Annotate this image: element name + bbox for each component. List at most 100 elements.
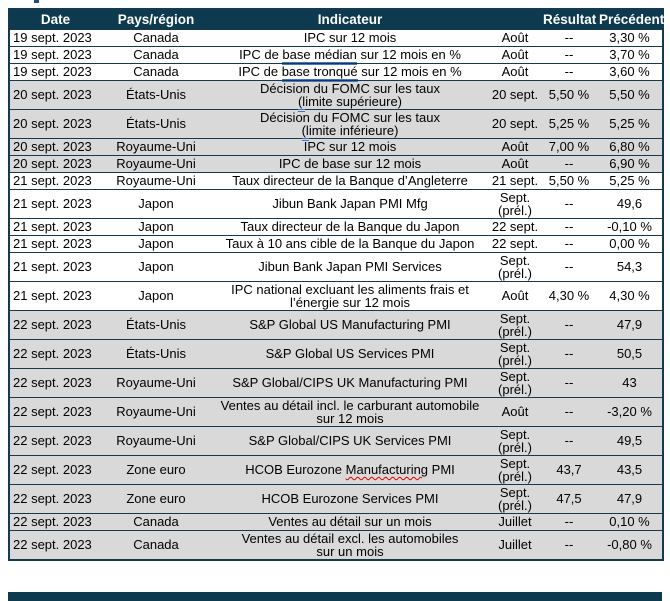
country-cell: États-Unis [101, 309, 211, 340]
column-header-result: Résultat [541, 9, 597, 30]
country-cell: Japon [101, 217, 211, 236]
date-cell: 22 sept. 2023 [9, 309, 101, 340]
date-cell: 21 sept. 2023 [9, 251, 101, 282]
result-cell: -- [541, 188, 597, 219]
column-header-country: Pays/région [101, 9, 211, 30]
date-cell: 19 sept. 2023 [9, 45, 101, 64]
result-cell: -- [541, 367, 597, 398]
country-cell: États-Unis [101, 79, 211, 110]
period-cell: Août [489, 45, 541, 64]
grammar-underline-text: base médian [282, 47, 357, 65]
previous-cell: 3,30 % [597, 28, 663, 47]
grammar-underline-text: (l [297, 93, 306, 112]
period-cell: Juillet [489, 512, 541, 531]
period-cell: 20 sept. [489, 79, 541, 110]
indicator-cell: Taux directeur de la Banque d’Angleterre [211, 171, 489, 190]
previous-cell: 6,80 % [597, 137, 663, 156]
country-cell: États-Unis [101, 338, 211, 369]
indicator-cell: IPC sur 12 mois [211, 28, 489, 47]
period-cell: Août [489, 154, 541, 173]
country-cell: Japon [101, 251, 211, 282]
table-row: 20 sept. 2023 États-Unis Décision du FOMC … [9, 108, 663, 141]
result-cell: -- [541, 251, 597, 282]
date-cell: 20 sept. 2023 [9, 79, 101, 110]
previous-cell: 54,3 [597, 251, 663, 282]
previous-cell: 5,50 % [597, 79, 663, 110]
indicator-cell: S&P Global/CIPS UK Manufacturing PMI [211, 367, 489, 398]
indicator-cell: Décision du FOMC sur les taux (limite sup… [211, 79, 489, 112]
date-cell: 21 sept. 2023 [9, 188, 101, 219]
table-row: 22 sept. 2023 Royaume-Uni Ventes au détail… [9, 396, 663, 427]
country-cell: Canada [101, 28, 211, 47]
country-cell: Zone euro [101, 454, 211, 485]
table-row: 19 sept. 2023 Canada IPC sur 12 mois Août --… [9, 28, 663, 47]
country-cell: Japon [101, 280, 211, 311]
indicator-cell: Taux directeur de la Banque du Japon [211, 217, 489, 236]
column-header-previous: Précédent [597, 9, 664, 30]
column-header-indicator: Indicateur [211, 9, 489, 30]
country-cell: Royaume-Uni [101, 367, 211, 398]
indicator-cell: S&P Global US Manufacturing PMI [211, 309, 489, 340]
result-cell: 5,50 % [541, 79, 597, 110]
indicator-cell: IPC sur 12 mois [211, 137, 489, 156]
indicator-cell: IPC national excluant les aliments frais… [211, 280, 489, 311]
table-row: 22 sept. 2023 États-Unis S&P Global US Ser… [9, 338, 663, 369]
result-cell: -- [541, 45, 597, 64]
table-row: 19 sept. 2023 Canada IPC de base tronqué s… [9, 62, 663, 82]
date-cell: 19 sept. 2023 [9, 28, 101, 47]
result-cell: -- [541, 217, 597, 236]
period-cell: 21 sept. [489, 171, 541, 190]
table-row: 20 sept. 2023 Royaume-Uni IPC sur 12 mois A… [9, 137, 663, 156]
result-cell: -- [541, 396, 597, 427]
table-row: 22 sept. 2023 Canada Ventes au détail excl… [9, 529, 663, 560]
period-cell: Août [489, 28, 541, 47]
previous-cell: 3,70 % [597, 45, 663, 64]
previous-cell: 6,90 % [597, 154, 663, 173]
date-cell: 22 sept. 2023 [9, 338, 101, 369]
indicator-cell: HCOB Eurozone Services PMI [211, 483, 489, 514]
date-cell: 21 sept. 2023 [9, 280, 101, 311]
grammar-underline-text: (l [301, 122, 309, 141]
result-cell: -- [541, 512, 597, 531]
column-header-period [489, 9, 541, 30]
previous-cell: 49,5 [597, 425, 663, 456]
country-cell: Japon [101, 188, 211, 219]
result-cell: 4,30 % [541, 280, 597, 311]
period-cell: Sept. (prél.) [489, 367, 541, 398]
table-footer-bar [8, 592, 662, 601]
country-cell: Royaume-Uni [101, 137, 211, 156]
previous-cell: 43 [597, 367, 663, 398]
date-cell: 22 sept. 2023 [9, 529, 101, 560]
date-cell: 21 sept. 2023 [9, 217, 101, 236]
indicator-cell: HCOB Eurozone Manufacturing PMI [211, 454, 489, 485]
result-cell: -- [541, 309, 597, 340]
clipped-text-fragment [34, 0, 39, 3]
result-cell: 7,00 % [541, 137, 597, 156]
period-cell: Sept. (prél.) [489, 338, 541, 369]
period-cell: 22 sept. [489, 234, 541, 253]
previous-cell: 47,9 [597, 309, 663, 340]
country-cell: États-Unis [101, 108, 211, 139]
result-cell: 43,7 [541, 454, 597, 485]
result-cell: -- [541, 338, 597, 369]
table-row: 21 sept. 2023 Japon Jibun Bank Japan PMI S… [9, 251, 663, 282]
indicator-cell: Taux à 10 ans cible de la Banque du Japo… [211, 234, 489, 253]
indicator-cell: Jibun Bank Japan PMI Services [211, 251, 489, 282]
result-cell: 47,5 [541, 483, 597, 514]
previous-cell: 0,10 % [597, 512, 663, 531]
date-cell: 22 sept. 2023 [9, 367, 101, 398]
country-cell: Canada [101, 45, 211, 64]
country-cell: Canada [101, 512, 211, 531]
previous-cell: 47,9 [597, 483, 663, 514]
indicator-cell: IPC de base tronqué sur 12 mois en % [211, 62, 489, 82]
table-row: 22 sept. 2023 Royaume-Uni S&P Global/CIPS … [9, 425, 663, 456]
result-cell: -- [541, 62, 597, 81]
economic-calendar-table: Date Pays/région Indicateur Résultat Pré… [8, 8, 664, 561]
date-cell: 21 sept. 2023 [9, 171, 101, 190]
previous-cell: 43,5 [597, 454, 663, 485]
date-cell: 22 sept. 2023 [9, 396, 101, 427]
date-cell: 21 sept. 2023 [9, 234, 101, 253]
date-cell: 20 sept. 2023 [9, 137, 101, 156]
table-row: 19 sept. 2023 Canada IPC de base médian su… [9, 45, 663, 65]
previous-cell: -3,20 % [597, 396, 663, 427]
